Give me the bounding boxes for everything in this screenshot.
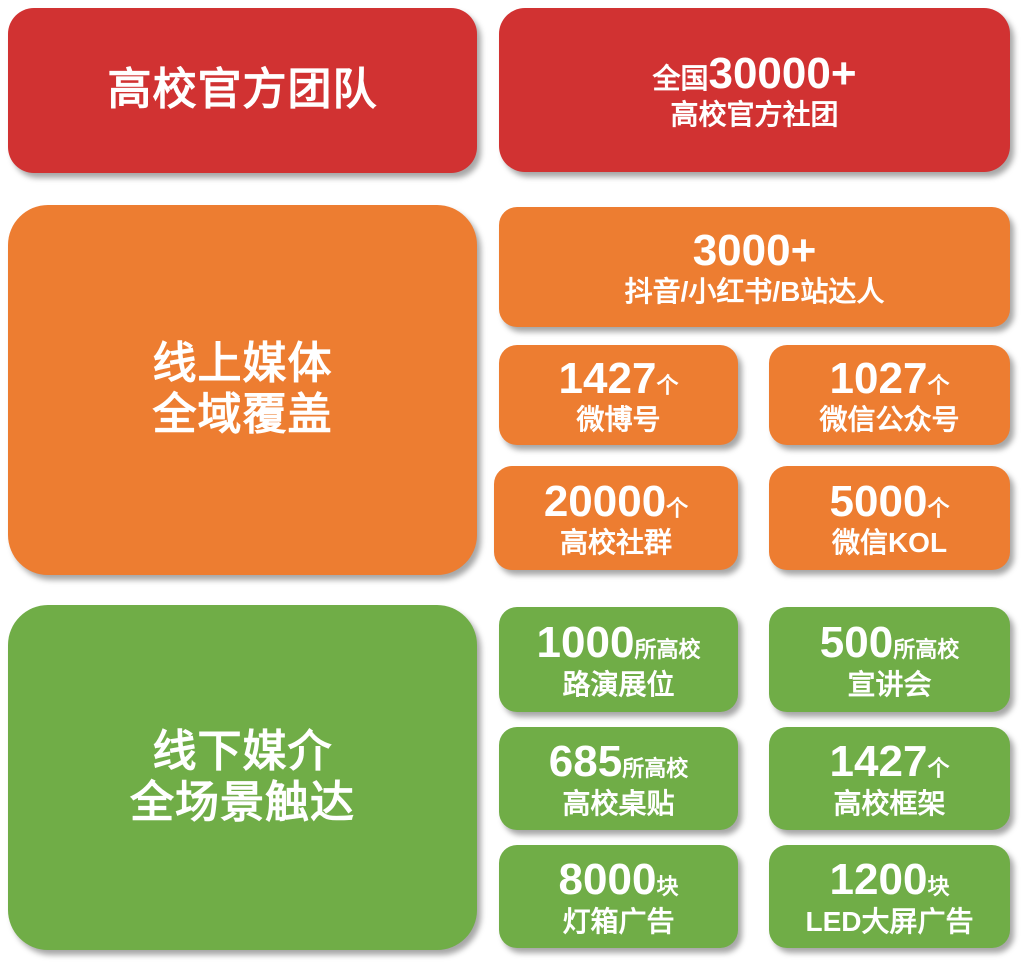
offline-stat-tile: 1000所高校路演展位 xyxy=(499,607,738,712)
tile-number: 1200 xyxy=(829,855,928,905)
team-stat-box: 全国30000+ 高校官方社团 xyxy=(499,8,1010,172)
tile-unit: 块 xyxy=(927,874,950,900)
tile-number: 8000 xyxy=(558,855,657,905)
tile-label: 高校社群 xyxy=(559,527,672,559)
tile-unit: 个 xyxy=(927,756,950,782)
online-stat-tile: 1027个微信公众号 xyxy=(769,345,1010,445)
online-stat-tile: 1427个微博号 xyxy=(499,345,738,445)
tile-label: 微博号 xyxy=(576,404,661,436)
tile-unit: 所高校 xyxy=(634,637,701,663)
offline-stat-tile: 8000块灯箱广告 xyxy=(499,845,738,948)
tile-label: LED大屏广告 xyxy=(805,905,974,937)
tile-number: 1427 xyxy=(829,737,928,787)
team-title-box: 高校官方团队 xyxy=(8,8,477,173)
online-title-line2: 全域覆盖 xyxy=(152,390,333,439)
offline-title-line1: 线下媒介 xyxy=(152,726,333,776)
tile-label: 微信KOL xyxy=(831,527,948,559)
tile-unit: 所高校 xyxy=(622,756,689,782)
tile-number: 1027 xyxy=(829,353,928,403)
tile-number: 500 xyxy=(819,618,894,668)
tile-unit: 个 xyxy=(927,495,950,521)
online-title-line1: 线上媒体 xyxy=(152,339,333,389)
tile-number: 685 xyxy=(548,737,623,787)
tile-label: 路演展位 xyxy=(562,668,675,700)
online-stat-tile: 5000个微信KOL xyxy=(769,466,1010,570)
tile-number: 5000 xyxy=(829,476,928,526)
tile-unit: 个 xyxy=(927,372,950,398)
tile-number: 20000 xyxy=(543,476,667,526)
team-title: 高校官方团队 xyxy=(107,65,378,115)
online-headline-label: 抖音/小红书/B站达人 xyxy=(624,276,885,308)
online-headline-box: 3000+ 抖音/小红书/B站达人 xyxy=(499,207,1010,327)
offline-stat-tile: 1427个高校框架 xyxy=(769,727,1010,830)
team-stat-prefix: 全国 xyxy=(652,62,709,94)
tile-unit: 所高校 xyxy=(893,637,960,663)
offline-title-line2: 全场景触达 xyxy=(130,777,355,827)
tile-unit: 块 xyxy=(656,874,679,900)
offline-title-box: 线下媒介 全场景触达 xyxy=(8,605,477,950)
team-stat-label: 高校官方社团 xyxy=(670,99,839,131)
offline-stat-tile: 685所高校高校桌贴 xyxy=(499,727,738,830)
online-headline-number: 3000+ xyxy=(692,225,817,275)
offline-stat-tile: 500所高校宣讲会 xyxy=(769,607,1010,712)
online-title-box: 线上媒体 全域覆盖 xyxy=(8,205,477,575)
tile-label: 宣讲会 xyxy=(847,668,932,700)
team-stat-number: 30000+ xyxy=(708,48,857,98)
offline-stat-tile: 1200块 LED大屏广告 xyxy=(769,845,1010,948)
tile-label: 灯箱广告 xyxy=(562,905,675,937)
tile-number: 1427 xyxy=(558,353,657,403)
tile-number: 1000 xyxy=(536,618,635,668)
online-stat-tile: 20000个高校社群 xyxy=(494,466,738,570)
tile-unit: 个 xyxy=(666,495,689,521)
tile-label: 高校桌贴 xyxy=(562,787,675,819)
tile-unit: 个 xyxy=(656,372,679,398)
tile-label: 高校框架 xyxy=(833,787,946,819)
tile-label: 微信公众号 xyxy=(819,404,960,436)
